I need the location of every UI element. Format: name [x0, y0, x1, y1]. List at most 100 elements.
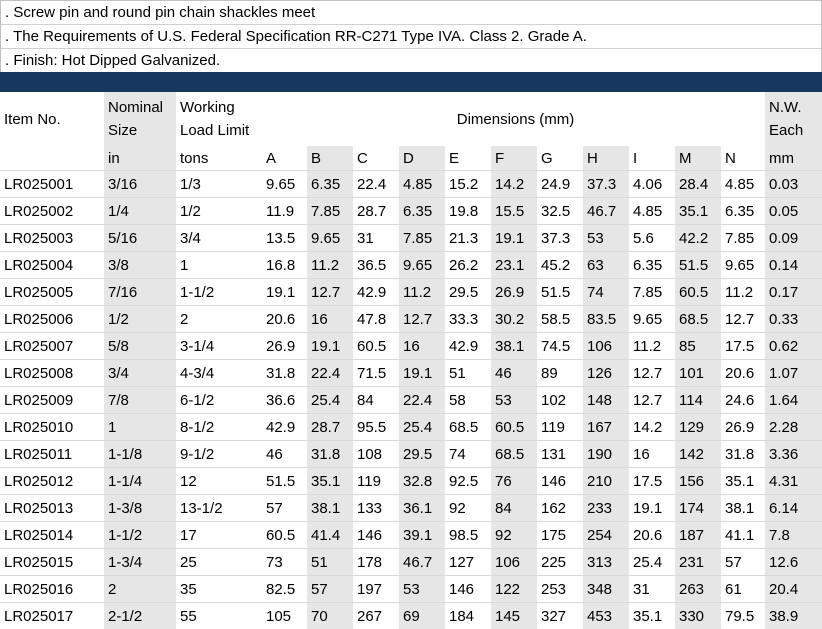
- table-cell: 146: [353, 522, 399, 549]
- table-cell: 0.62: [765, 333, 822, 360]
- table-cell: 37.3: [537, 225, 583, 252]
- table-cell: 20.6: [629, 522, 675, 549]
- table-cell: 12.7: [721, 306, 765, 333]
- table-cell: 146: [445, 576, 491, 603]
- table-cell: 3/4: [176, 225, 262, 252]
- table-cell: 127: [445, 549, 491, 576]
- table-cell: 5.6: [629, 225, 675, 252]
- table-cell: 4.85: [629, 198, 675, 225]
- table-cell: 19.1: [491, 225, 537, 252]
- table-cell: 12.7: [307, 279, 353, 306]
- table-cell: 7.85: [721, 225, 765, 252]
- table-cell: 42.9: [445, 333, 491, 360]
- table-cell: LR025011: [0, 441, 104, 468]
- table-cell: 38.1: [307, 495, 353, 522]
- table-cell: 7.85: [399, 225, 445, 252]
- header-nw-each: N.W.Each: [765, 92, 822, 146]
- header-unit-item: [0, 146, 104, 171]
- table-cell: 63: [583, 252, 629, 279]
- table-cell: LR025014: [0, 522, 104, 549]
- table-cell: LR025015: [0, 549, 104, 576]
- table-cell: 131: [537, 441, 583, 468]
- table-cell: 9-1/2: [176, 441, 262, 468]
- table-cell: 102: [537, 387, 583, 414]
- table-cell: 7.8: [765, 522, 822, 549]
- table-cell: 47.8: [353, 306, 399, 333]
- table-cell: 225: [537, 549, 583, 576]
- table-cell: 42.9: [262, 414, 307, 441]
- notes-panel: . Screw pin and round pin chain shackles…: [0, 0, 822, 73]
- table-cell: 24.9: [537, 171, 583, 198]
- table-cell: 7/16: [104, 279, 176, 306]
- table-cell: 11.2: [721, 279, 765, 306]
- table-cell: 53: [399, 576, 445, 603]
- table-cell: 25.4: [629, 549, 675, 576]
- table-cell: LR025007: [0, 333, 104, 360]
- table-cell: 253: [537, 576, 583, 603]
- table-cell: 83.5: [583, 306, 629, 333]
- table-cell: 61: [721, 576, 765, 603]
- table-cell: 129: [675, 414, 721, 441]
- table-cell: 0.05: [765, 198, 822, 225]
- table-cell: 22.4: [307, 360, 353, 387]
- table-cell: 16.8: [262, 252, 307, 279]
- table-cell: 28.7: [353, 198, 399, 225]
- table-cell: 1-3/8: [104, 495, 176, 522]
- table-cell: 12: [176, 468, 262, 495]
- table-cell: LR025010: [0, 414, 104, 441]
- table-cell: 25.4: [307, 387, 353, 414]
- table-cell: 15.5: [491, 198, 537, 225]
- header-unit-size: in: [104, 146, 176, 171]
- table-cell: LR025005: [0, 279, 104, 306]
- table-cell: 39.1: [399, 522, 445, 549]
- table-cell: 108: [353, 441, 399, 468]
- table-cell: 0.03: [765, 171, 822, 198]
- table-cell: 26.9: [491, 279, 537, 306]
- table-cell: 60.5: [353, 333, 399, 360]
- dim-col-header: M: [675, 146, 721, 171]
- table-cell: 17.5: [629, 468, 675, 495]
- table-cell: 348: [583, 576, 629, 603]
- table-cell: 313: [583, 549, 629, 576]
- table-cell: 19.1: [307, 333, 353, 360]
- table-cell: 33.3: [445, 306, 491, 333]
- table-cell: 51: [307, 549, 353, 576]
- table-cell: 1-1/8: [104, 441, 176, 468]
- table-cell: 22.4: [353, 171, 399, 198]
- note-line: . Screw pin and round pin chain shackles…: [1, 1, 821, 25]
- table-cell: 4-3/4: [176, 360, 262, 387]
- table-cell: 28.4: [675, 171, 721, 198]
- table-cell: 28.7: [307, 414, 353, 441]
- table-cell: 174: [675, 495, 721, 522]
- table-cell: 51.5: [537, 279, 583, 306]
- table-cell: 1: [176, 252, 262, 279]
- table-cell: LR025008: [0, 360, 104, 387]
- table-cell: 38.1: [721, 495, 765, 522]
- table-cell: 46.7: [399, 549, 445, 576]
- table-cell: 30.2: [491, 306, 537, 333]
- table-cell: 57: [307, 576, 353, 603]
- table-cell: 106: [491, 549, 537, 576]
- table-cell: 9.65: [629, 306, 675, 333]
- table-cell: 9.65: [307, 225, 353, 252]
- table-cell: 1-1/2: [104, 522, 176, 549]
- table-cell: 19.1: [399, 360, 445, 387]
- table-cell: LR025006: [0, 306, 104, 333]
- table-cell: 26.9: [721, 414, 765, 441]
- table-cell: 231: [675, 549, 721, 576]
- table-cell: 17: [176, 522, 262, 549]
- table-cell: 14.2: [629, 414, 675, 441]
- table-cell: 12.7: [629, 360, 675, 387]
- table-cell: 101: [675, 360, 721, 387]
